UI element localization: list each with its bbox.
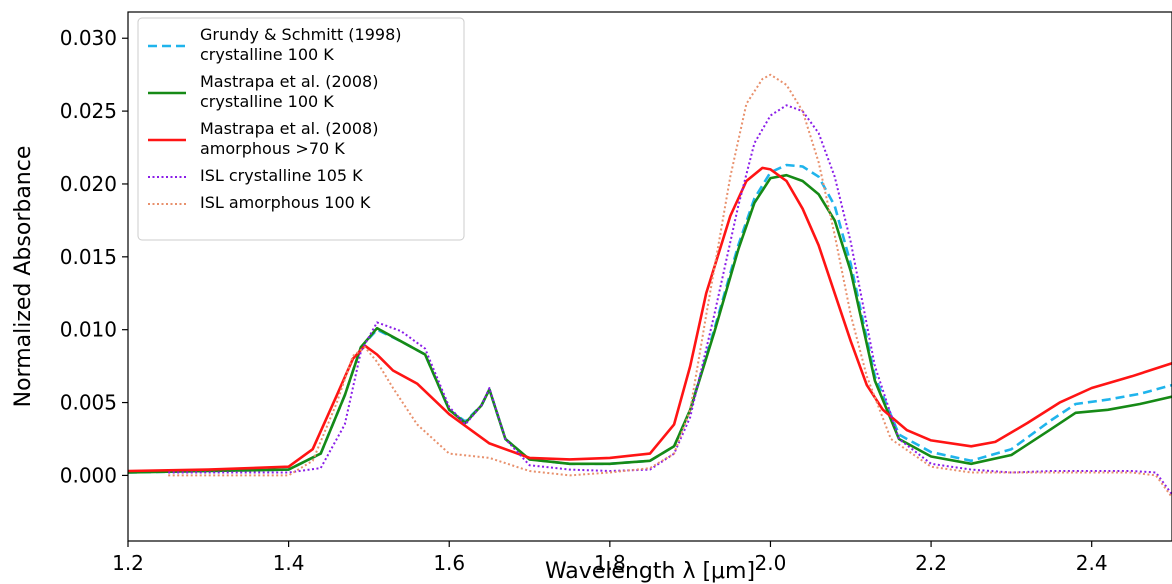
plot-lines (128, 73, 1172, 498)
y-tick-label: 0.030 (60, 26, 117, 50)
plot-frame (127, 11, 1172, 542)
legend-label-1: Grundy & Schmitt (1998) crystalline 100 K (200, 25, 402, 64)
legend-label-4: ISL crystalline 105 K (200, 166, 363, 185)
legend-label-5: ISL amorphous 100 K (200, 193, 371, 212)
y-axis-title: Normalized Absorbance (11, 146, 36, 408)
y-tick-label: 0.025 (60, 99, 117, 123)
series-line-5 (168, 73, 1172, 498)
x-axis-title: Wavelength λ [μm] (545, 559, 755, 584)
series-line-3 (128, 166, 1172, 473)
legend-label-2: Mastrapa et al. (2008) crystalline 100 K (200, 72, 378, 111)
x-tick-label: 2.2 (915, 551, 947, 575)
series-line-2 (128, 173, 1172, 474)
series-line-4 (168, 104, 1172, 495)
y-tick-label: 0.020 (60, 172, 117, 196)
y-tick-label: 0.015 (60, 245, 117, 269)
x-tick-label: 1.2 (112, 551, 144, 575)
y-tick-label: 0.000 (60, 463, 117, 487)
y-axis: 0.000 0.005 0.010 0.015 0.020 0.025 0.030 (60, 26, 128, 487)
x-tick-label: 2.0 (755, 551, 787, 575)
x-axis: 1.2 1.4 1.6 1.8 2.0 2.2 2.4 (112, 541, 1108, 575)
x-tick-label: 1.6 (433, 551, 465, 575)
y-tick-label: 0.005 (60, 391, 117, 415)
x-tick-label: 1.4 (273, 551, 305, 575)
legend: Grundy & Schmitt (1998) crystalline 100 K… (137, 17, 465, 241)
x-tick-label: 1.8 (594, 551, 626, 575)
y-tick-label: 0.010 (60, 318, 117, 342)
legend-box (137, 17, 465, 241)
legend-label-3: Mastrapa et al. (2008) amorphous >70 K (200, 119, 378, 158)
x-tick-label: 2.4 (1076, 551, 1108, 575)
